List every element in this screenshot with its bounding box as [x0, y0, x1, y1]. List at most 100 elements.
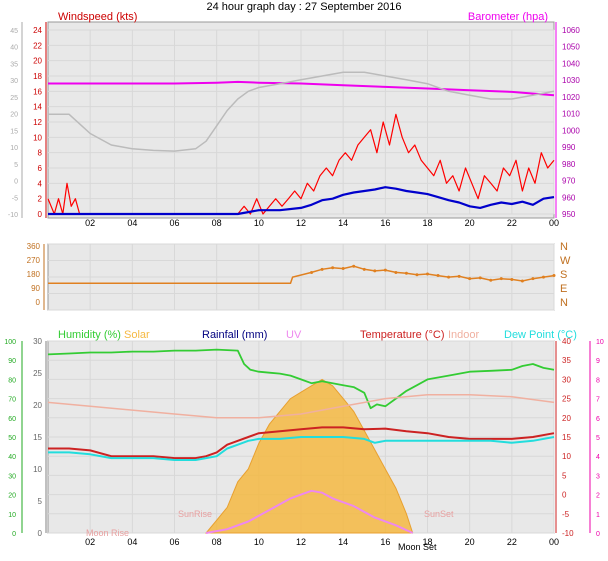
- temperature-tick: 5: [562, 471, 567, 480]
- x-tick-label: 00: [549, 218, 559, 228]
- series-line-dewpoint: [48, 436, 555, 461]
- x-tick-label: 20: [465, 537, 475, 547]
- wind-direction-point: [499, 277, 503, 281]
- uv-tick: 2: [596, 493, 600, 500]
- humidity-tick: 10: [8, 512, 16, 519]
- legend-temperature: Temperature (°C): [360, 329, 444, 341]
- x-tick-label: 04: [127, 218, 137, 228]
- wind-direction-point: [320, 267, 324, 271]
- wind-direction-point: [468, 277, 472, 281]
- humidity-tick: 0: [12, 531, 16, 538]
- outer-left-tick: -10: [8, 212, 18, 219]
- wind-direction-point: [415, 273, 419, 277]
- x-tick-label: 16: [380, 537, 390, 547]
- annotation-label: SunSet: [424, 509, 454, 519]
- uv-tick: 9: [596, 358, 600, 365]
- multi-series: [47, 348, 555, 534]
- barometer-tick: 950: [562, 210, 576, 219]
- wind-direction-point: [310, 270, 314, 274]
- outer-left-tick: 20: [10, 112, 18, 119]
- outer-left-tick: -5: [12, 195, 18, 202]
- series-line-uv: [205, 489, 414, 534]
- windspeed-tick: 6: [38, 164, 43, 173]
- series-line-wind: [47, 113, 555, 215]
- wind-direction-point: [352, 264, 356, 268]
- humidity-tick: 30: [8, 473, 16, 480]
- temperature-tick: 35: [562, 356, 571, 365]
- outer-left-tick: 45: [10, 28, 18, 35]
- series-line-humidity: [47, 348, 555, 410]
- windspeed-tick: 14: [33, 103, 42, 112]
- annotation-label: Moon Rise: [86, 528, 129, 538]
- uv-tick: 7: [596, 397, 600, 404]
- annotation-label: Moon Set: [398, 542, 437, 552]
- x-tick-label: 06: [169, 537, 179, 547]
- windspeed-tick: 16: [33, 87, 42, 96]
- humidity-tick: 60: [8, 416, 16, 423]
- wind-direction-point: [520, 279, 524, 283]
- wind-dir-degree-tick: 90: [31, 284, 40, 293]
- annotation-label: SunRise: [178, 509, 212, 519]
- wind-dir-compass-tick: S: [560, 269, 567, 281]
- uv-tick: 4: [596, 454, 600, 461]
- humidity-tick: 80: [8, 377, 16, 384]
- wind-direction-point: [457, 274, 461, 278]
- page-title: 24 hour graph day : 27 September 2016: [206, 1, 401, 13]
- x-tick-label: 20: [465, 218, 475, 228]
- x-tick-label: 10: [254, 537, 264, 547]
- wind-direction-line: [48, 265, 555, 285]
- x-tick-label: 00: [549, 537, 559, 547]
- wind-dir-degree-tick: 360: [27, 242, 41, 251]
- outer-left-tick: 30: [10, 78, 18, 85]
- outer-left-tick: 10: [10, 145, 18, 152]
- series-line-temperature: [48, 426, 555, 460]
- rainfall-tick: 10: [33, 465, 42, 474]
- wind-direction-point: [404, 271, 408, 275]
- legend-solar: Solar: [124, 329, 150, 341]
- wind-direction-point: [489, 278, 493, 282]
- outer-left-tick: 40: [10, 45, 18, 52]
- barometer-axis-label: Barometer (hpa): [468, 11, 548, 23]
- outer-left-tick: 25: [10, 95, 18, 102]
- x-tick-label: 10: [254, 218, 264, 228]
- barometer-tick: 960: [562, 193, 576, 202]
- uv-tick: 1: [596, 512, 600, 519]
- uv-tick: 10: [596, 339, 604, 346]
- wind-direction-point: [510, 277, 514, 281]
- rainfall-tick: 25: [33, 369, 42, 378]
- uv-tick: 3: [596, 473, 600, 480]
- x-tick-label: 08: [212, 218, 222, 228]
- uv-tick: 0: [596, 531, 600, 538]
- wind-direction-point: [362, 267, 366, 271]
- wind-direction-point: [436, 274, 440, 278]
- wind-baro-grid: [48, 29, 555, 215]
- x-tick-label: 02: [85, 537, 95, 547]
- barometer-tick: 980: [562, 160, 576, 169]
- wind-baro-series: [47, 71, 555, 216]
- barometer-tick: 1050: [562, 43, 580, 52]
- humidity-tick: 50: [8, 435, 16, 442]
- windspeed-tick: 10: [33, 133, 42, 142]
- x-tick-label: 08: [212, 537, 222, 547]
- x-tick-label: 16: [380, 218, 390, 228]
- rainfall-tick: 15: [33, 433, 42, 442]
- wind-direction-point: [531, 277, 535, 281]
- uv-tick: 8: [596, 377, 600, 384]
- rainfall-tick: 5: [38, 497, 43, 506]
- temperature-tick: 15: [562, 433, 571, 442]
- legend-uv: UV: [286, 329, 302, 341]
- windspeed-tick: 22: [33, 41, 42, 50]
- x-tick-label: 18: [422, 218, 432, 228]
- uv-tick: 5: [596, 435, 600, 442]
- wind-direction-grid: [48, 243, 555, 311]
- barometer-tick: 990: [562, 143, 576, 152]
- barometer-tick: 1020: [562, 93, 580, 102]
- outer-left-tick: 0: [14, 179, 18, 186]
- temperature-tick: 25: [562, 395, 571, 404]
- barometer-tick: 1040: [562, 59, 580, 68]
- humidity-tick: 100: [4, 339, 16, 346]
- wind-dir-degree-tick: 0: [36, 298, 41, 307]
- windspeed-tick: 4: [38, 179, 43, 188]
- barometer-tick: 970: [562, 177, 576, 186]
